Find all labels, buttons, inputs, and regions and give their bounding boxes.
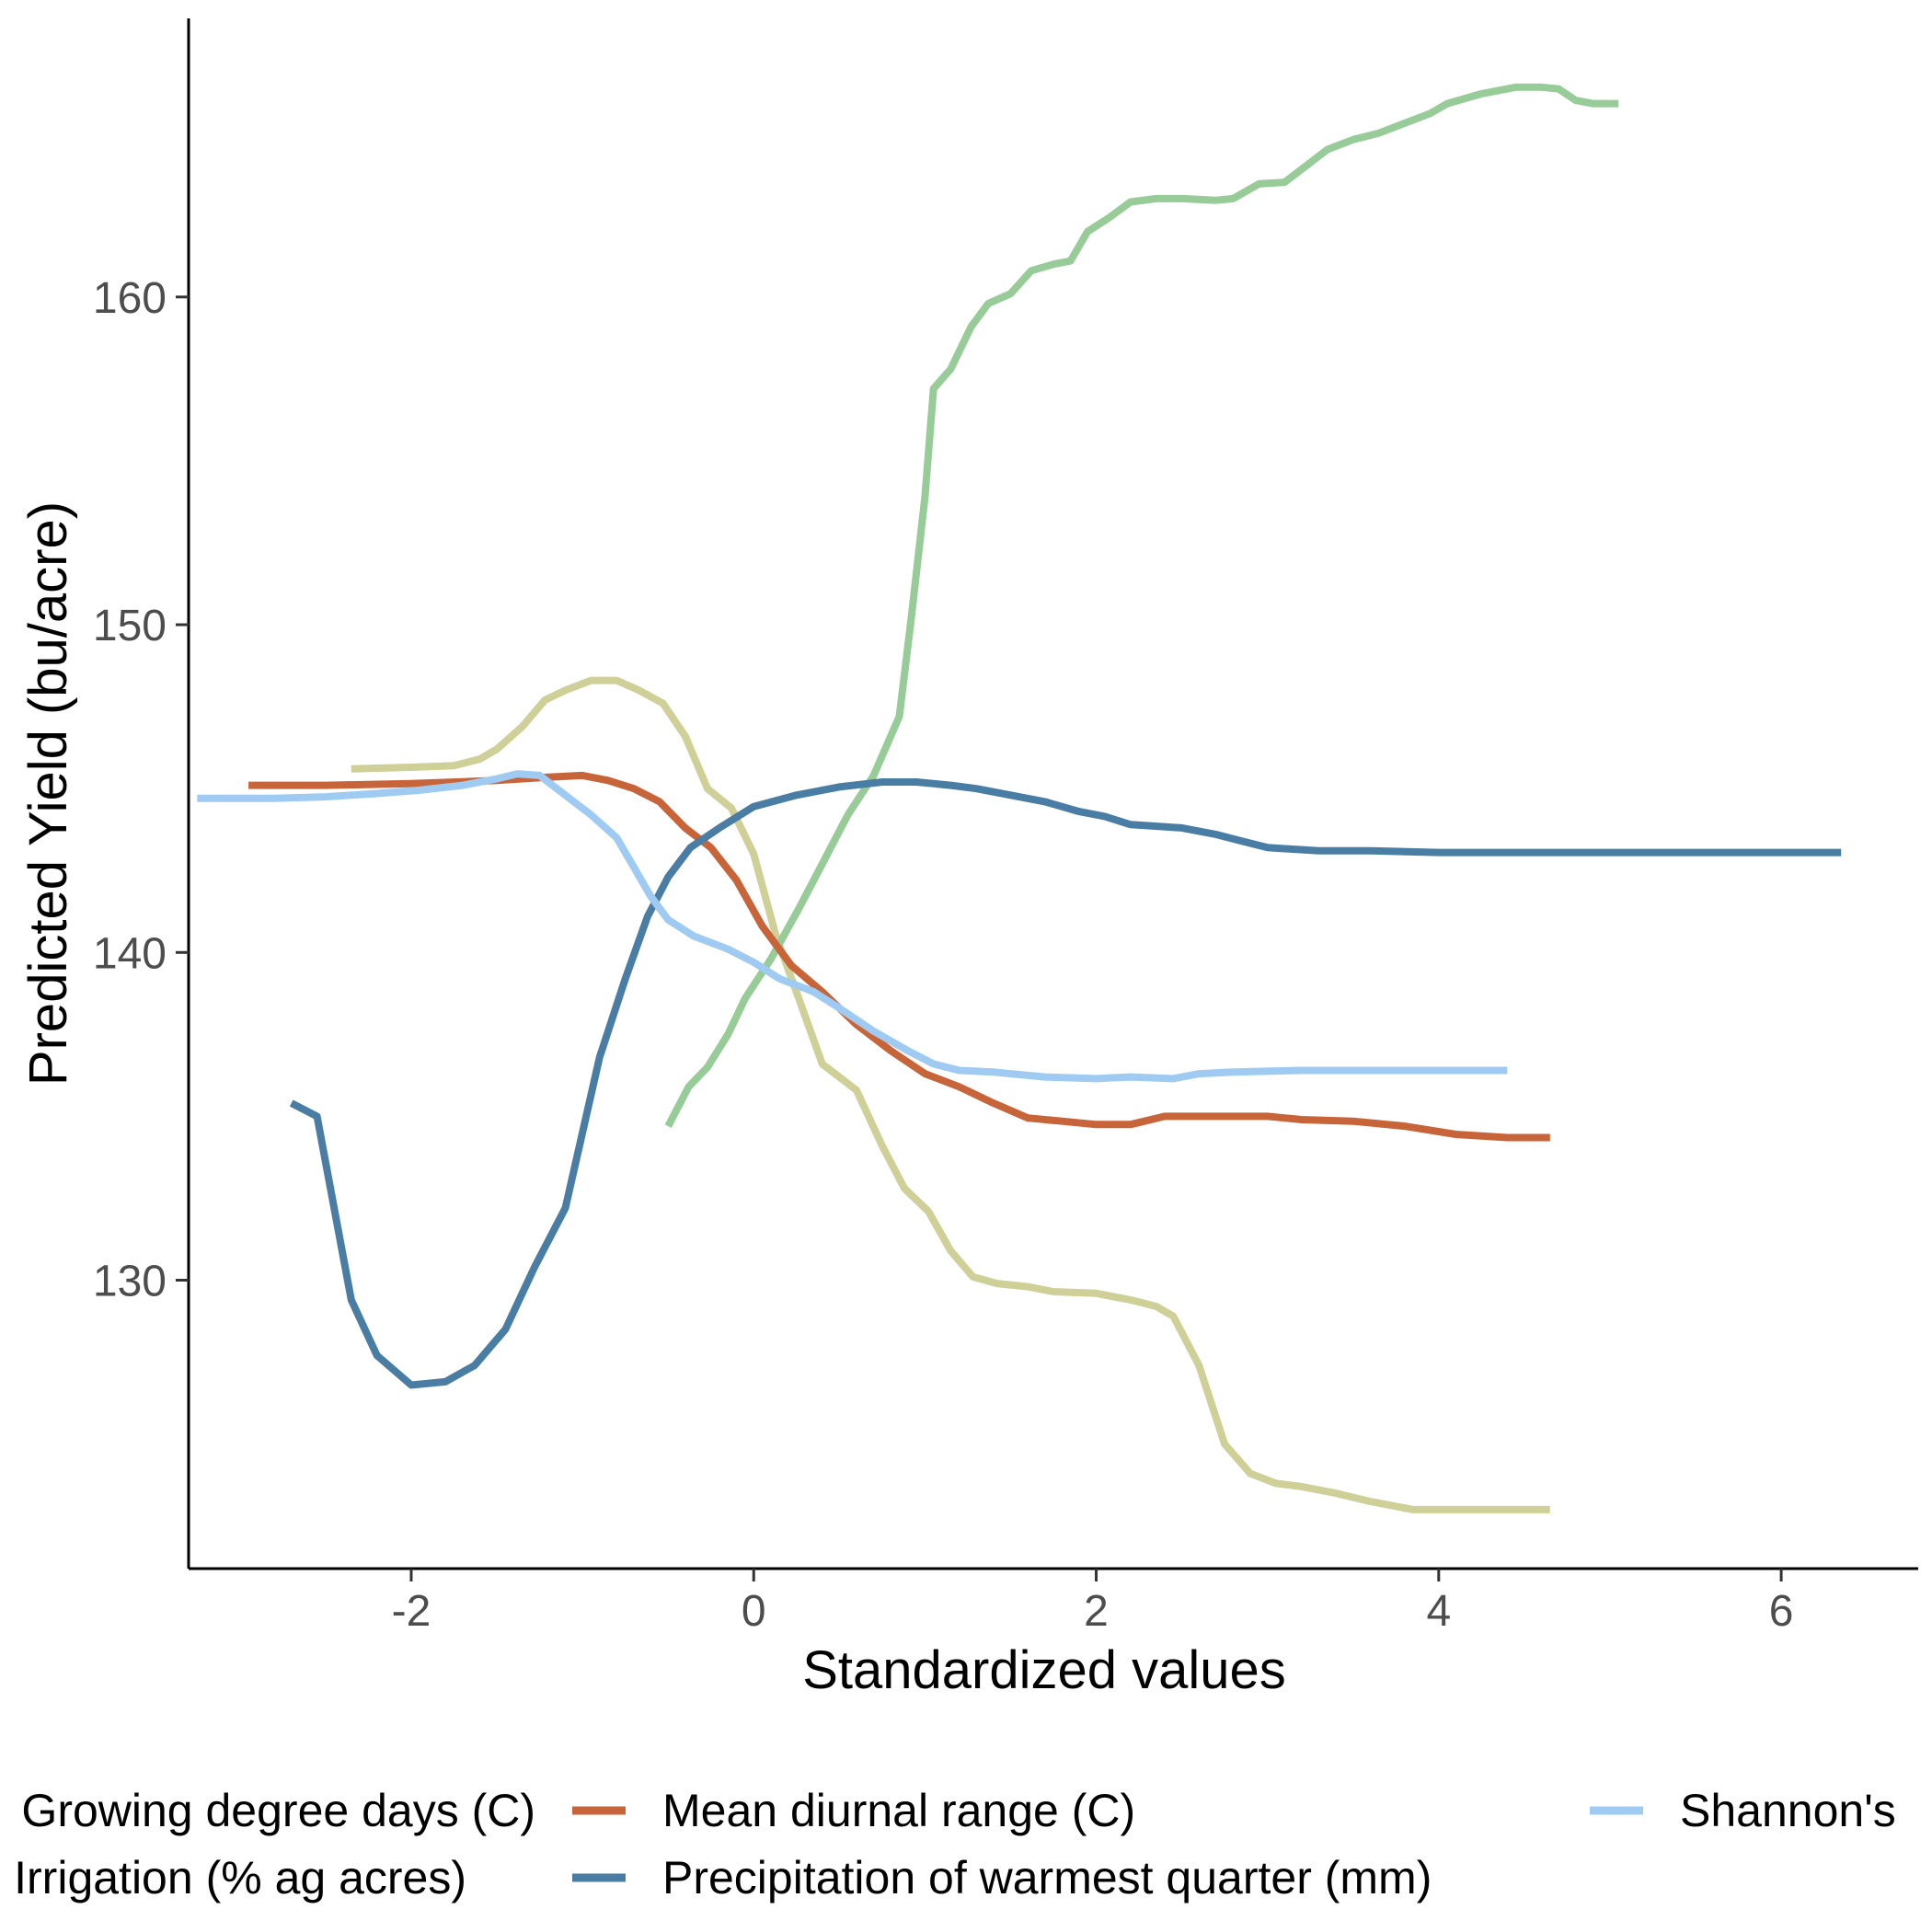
series-line-2 bbox=[664, 83, 1619, 1128]
x-tick-label: -2 bbox=[392, 1587, 431, 1636]
y-axis-ticks: 130 140 150 160 bbox=[93, 274, 189, 1306]
x-axis-ticks: -2 0 2 4 6 bbox=[392, 1569, 1794, 1636]
x-tick-label: 0 bbox=[742, 1587, 766, 1636]
y-tick-label: 160 bbox=[93, 274, 167, 323]
series-lines bbox=[197, 83, 1842, 1513]
series-line-1 bbox=[351, 676, 1550, 1513]
legend-label: Irrigation (% ag acres) bbox=[14, 1852, 466, 1903]
legend-label: Shannon's bbox=[1680, 1785, 1896, 1836]
y-tick-label: 130 bbox=[93, 1258, 167, 1306]
y-axis-title: Predicted Yield (bu/acre) bbox=[18, 501, 78, 1086]
y-tick-label: 150 bbox=[93, 602, 167, 650]
series-line-5 bbox=[197, 770, 1508, 1083]
series-line-3 bbox=[248, 771, 1550, 1142]
x-axis-title: Standardized values bbox=[802, 1640, 1286, 1700]
legend-label: Mean diurnal range (C) bbox=[662, 1785, 1135, 1836]
legend-label: Growing degree days (C) bbox=[21, 1785, 535, 1836]
series-line-4 bbox=[289, 778, 1842, 1389]
x-tick-label: 4 bbox=[1426, 1587, 1451, 1636]
legend-label: Precipitation of warmest quarter (mm) bbox=[662, 1852, 1432, 1903]
x-tick-label: 2 bbox=[1084, 1587, 1109, 1636]
legend: Growing degree days (C) Irrigation (% ag … bbox=[14, 1785, 1896, 1903]
x-tick-label: 6 bbox=[1769, 1587, 1794, 1636]
y-tick-label: 140 bbox=[93, 929, 167, 978]
